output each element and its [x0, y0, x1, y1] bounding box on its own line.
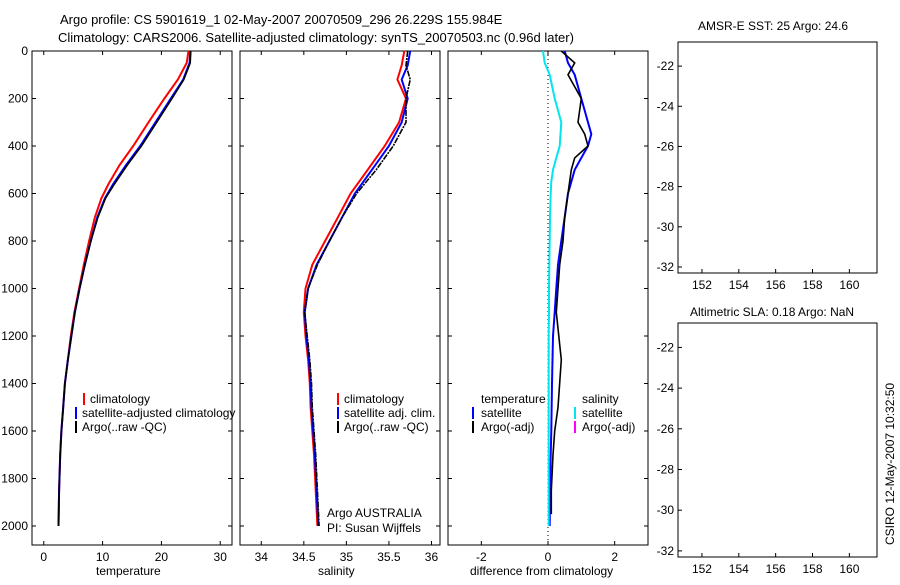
difference-lines	[542, 50, 593, 527]
y-tick-label: 1400	[1, 377, 28, 391]
x-tick-label: 36	[425, 550, 439, 564]
map-x-tick-label: 158	[802, 278, 822, 292]
legend-sat: satellite-adjusted climatology	[82, 406, 235, 420]
side-timestamp: CSIRO 12-May-2007 10:32:50	[883, 383, 897, 545]
map-x-tick-label: 152	[692, 562, 712, 576]
y-tick-label: 1000	[1, 282, 28, 296]
legend-argo: Argo(..raw -QC)	[82, 420, 167, 434]
series-argo	[57, 50, 192, 527]
sst-map-frame	[677, 41, 878, 274]
legend-clim: climatology	[90, 392, 150, 406]
x-tick-label: 34.5	[292, 550, 316, 564]
y-tick-label: 1200	[1, 329, 28, 343]
map-y-tick-label: -22	[657, 340, 675, 354]
sla-map-ticks: 152 154 156 158 160 -22 -24 -26 -28 -30 -32	[657, 340, 860, 576]
legend-sat: satellite adj. clim.	[344, 406, 435, 420]
map-y-tick-label: -24	[657, 381, 675, 395]
y-tick-label: 1800	[1, 472, 28, 486]
legend-s-sat: satellite	[582, 406, 623, 420]
legend-clim: climatology	[344, 392, 404, 406]
difference-panel: -2 0 2 difference from climatology tempera…	[447, 50, 649, 578]
legend-t-argo: Argo(-adj)	[481, 420, 534, 434]
temperature-panel: 0 10 20 30 0 200 400 600 800 1000 1200 1400 1600 1800…	[1, 44, 235, 578]
sla-map-frame	[677, 322, 878, 558]
temperature-axes	[31, 50, 233, 546]
x-tick-label: -2	[476, 550, 487, 564]
x-tick-label: 0	[545, 550, 552, 564]
legend-argo: Argo(..raw -QC)	[344, 420, 429, 434]
x-tick-label: 35	[340, 550, 354, 564]
sst-map-ticks: 152 154 156 158 160 -22 -24 -26 -28 -30 -32	[657, 59, 860, 292]
sst-map-title: AMSR-E SST: 25 Argo: 24.6	[698, 19, 848, 33]
annotation-owner: Argo AUSTRALIA	[327, 506, 422, 520]
map-y-tick-label: -32	[657, 260, 675, 274]
annotation-pi: PI: Susan Wijffels	[327, 521, 421, 535]
map-x-tick-label: 156	[766, 278, 786, 292]
temperature-xlabel: temperature	[96, 564, 161, 578]
map-y-tick-label: -26	[657, 139, 675, 153]
temperature-legend: climatology satellite-adjusted climatolo…	[75, 392, 235, 434]
y-tick-label: 200	[8, 92, 28, 106]
map-x-tick-label: 158	[802, 562, 822, 576]
map-x-tick-label: 154	[729, 278, 749, 292]
map-y-tick-label: -22	[657, 59, 675, 73]
map-x-tick-label: 154	[729, 562, 749, 576]
temperature-lines	[57, 50, 192, 527]
map-y-tick-label: -28	[657, 180, 675, 194]
x-tick-label: 0	[40, 550, 47, 564]
map-y-tick-label: -30	[657, 220, 675, 234]
legend-temperature: temperature	[481, 392, 546, 406]
difference-xlabel: difference from climatology	[470, 564, 613, 578]
series-t_argo	[550, 50, 589, 515]
x-tick-label: 30	[214, 550, 228, 564]
map-x-tick-label: 160	[839, 278, 859, 292]
x-tick-label: 20	[155, 550, 169, 564]
salinity-legend: climatology satellite adj. clim. Argo(..…	[337, 392, 435, 434]
map-y-tick-label: -30	[657, 503, 675, 517]
difference-legend: temperature satellite Argo(-adj) salinit…	[472, 392, 635, 434]
salinity-axes	[239, 50, 441, 546]
sla-map-title: Altimetric SLA: 0.18 Argo: NaN	[690, 305, 854, 319]
header-line1: Argo profile: CS 5901619_1 02-May-2007 2…	[60, 12, 503, 27]
sst-map: AMSR-E SST: 25 Argo: 24.6 152 154 156 158 16…	[657, 19, 878, 292]
map-x-tick-label: 156	[766, 562, 786, 576]
x-tick-label: 10	[96, 550, 110, 564]
difference-ticks: -2 0 2	[448, 50, 648, 564]
y-tick-label: 2000	[1, 519, 28, 533]
salinity-ticks: 34 34.5 35 35.5 36	[240, 50, 440, 564]
map-y-tick-label: -26	[657, 422, 675, 436]
map-x-tick-label: 152	[692, 278, 712, 292]
y-tick-label: 0	[21, 44, 28, 58]
y-tick-label: 800	[8, 234, 28, 248]
x-tick-label: 35.5	[377, 550, 401, 564]
temperature-ticks: 0 10 20 30 0 200 400 600 800 1000 1200 1400 1600 1800…	[1, 44, 232, 564]
header-line2: Climatology: CARS2006. Satellite-adjuste…	[58, 30, 574, 45]
map-y-tick-label: -32	[657, 544, 675, 558]
salinity-panel: 34 34.5 35 35.5 36 salinity climatology sate…	[239, 50, 441, 578]
series-s_sat	[542, 50, 563, 526]
salinity-xlabel: salinity	[318, 564, 355, 578]
sla-map: Altimetric SLA: 0.18 Argo: NaN 152 154 156…	[657, 305, 878, 576]
legend-s-argo: Argo(-adj)	[582, 420, 635, 434]
x-tick-label: 34	[255, 550, 269, 564]
map-y-tick-label: -24	[657, 99, 675, 113]
y-tick-label: 600	[8, 187, 28, 201]
y-tick-label: 400	[8, 139, 28, 153]
map-x-tick-label: 160	[839, 562, 859, 576]
series-argo	[303, 50, 412, 527]
x-tick-label: 2	[611, 550, 618, 564]
map-y-tick-label: -28	[657, 463, 675, 477]
legend-salinity: salinity	[582, 392, 619, 406]
legend-t-sat: satellite	[481, 406, 522, 420]
y-tick-label: 1600	[1, 424, 28, 438]
salinity-lines	[302, 50, 412, 527]
